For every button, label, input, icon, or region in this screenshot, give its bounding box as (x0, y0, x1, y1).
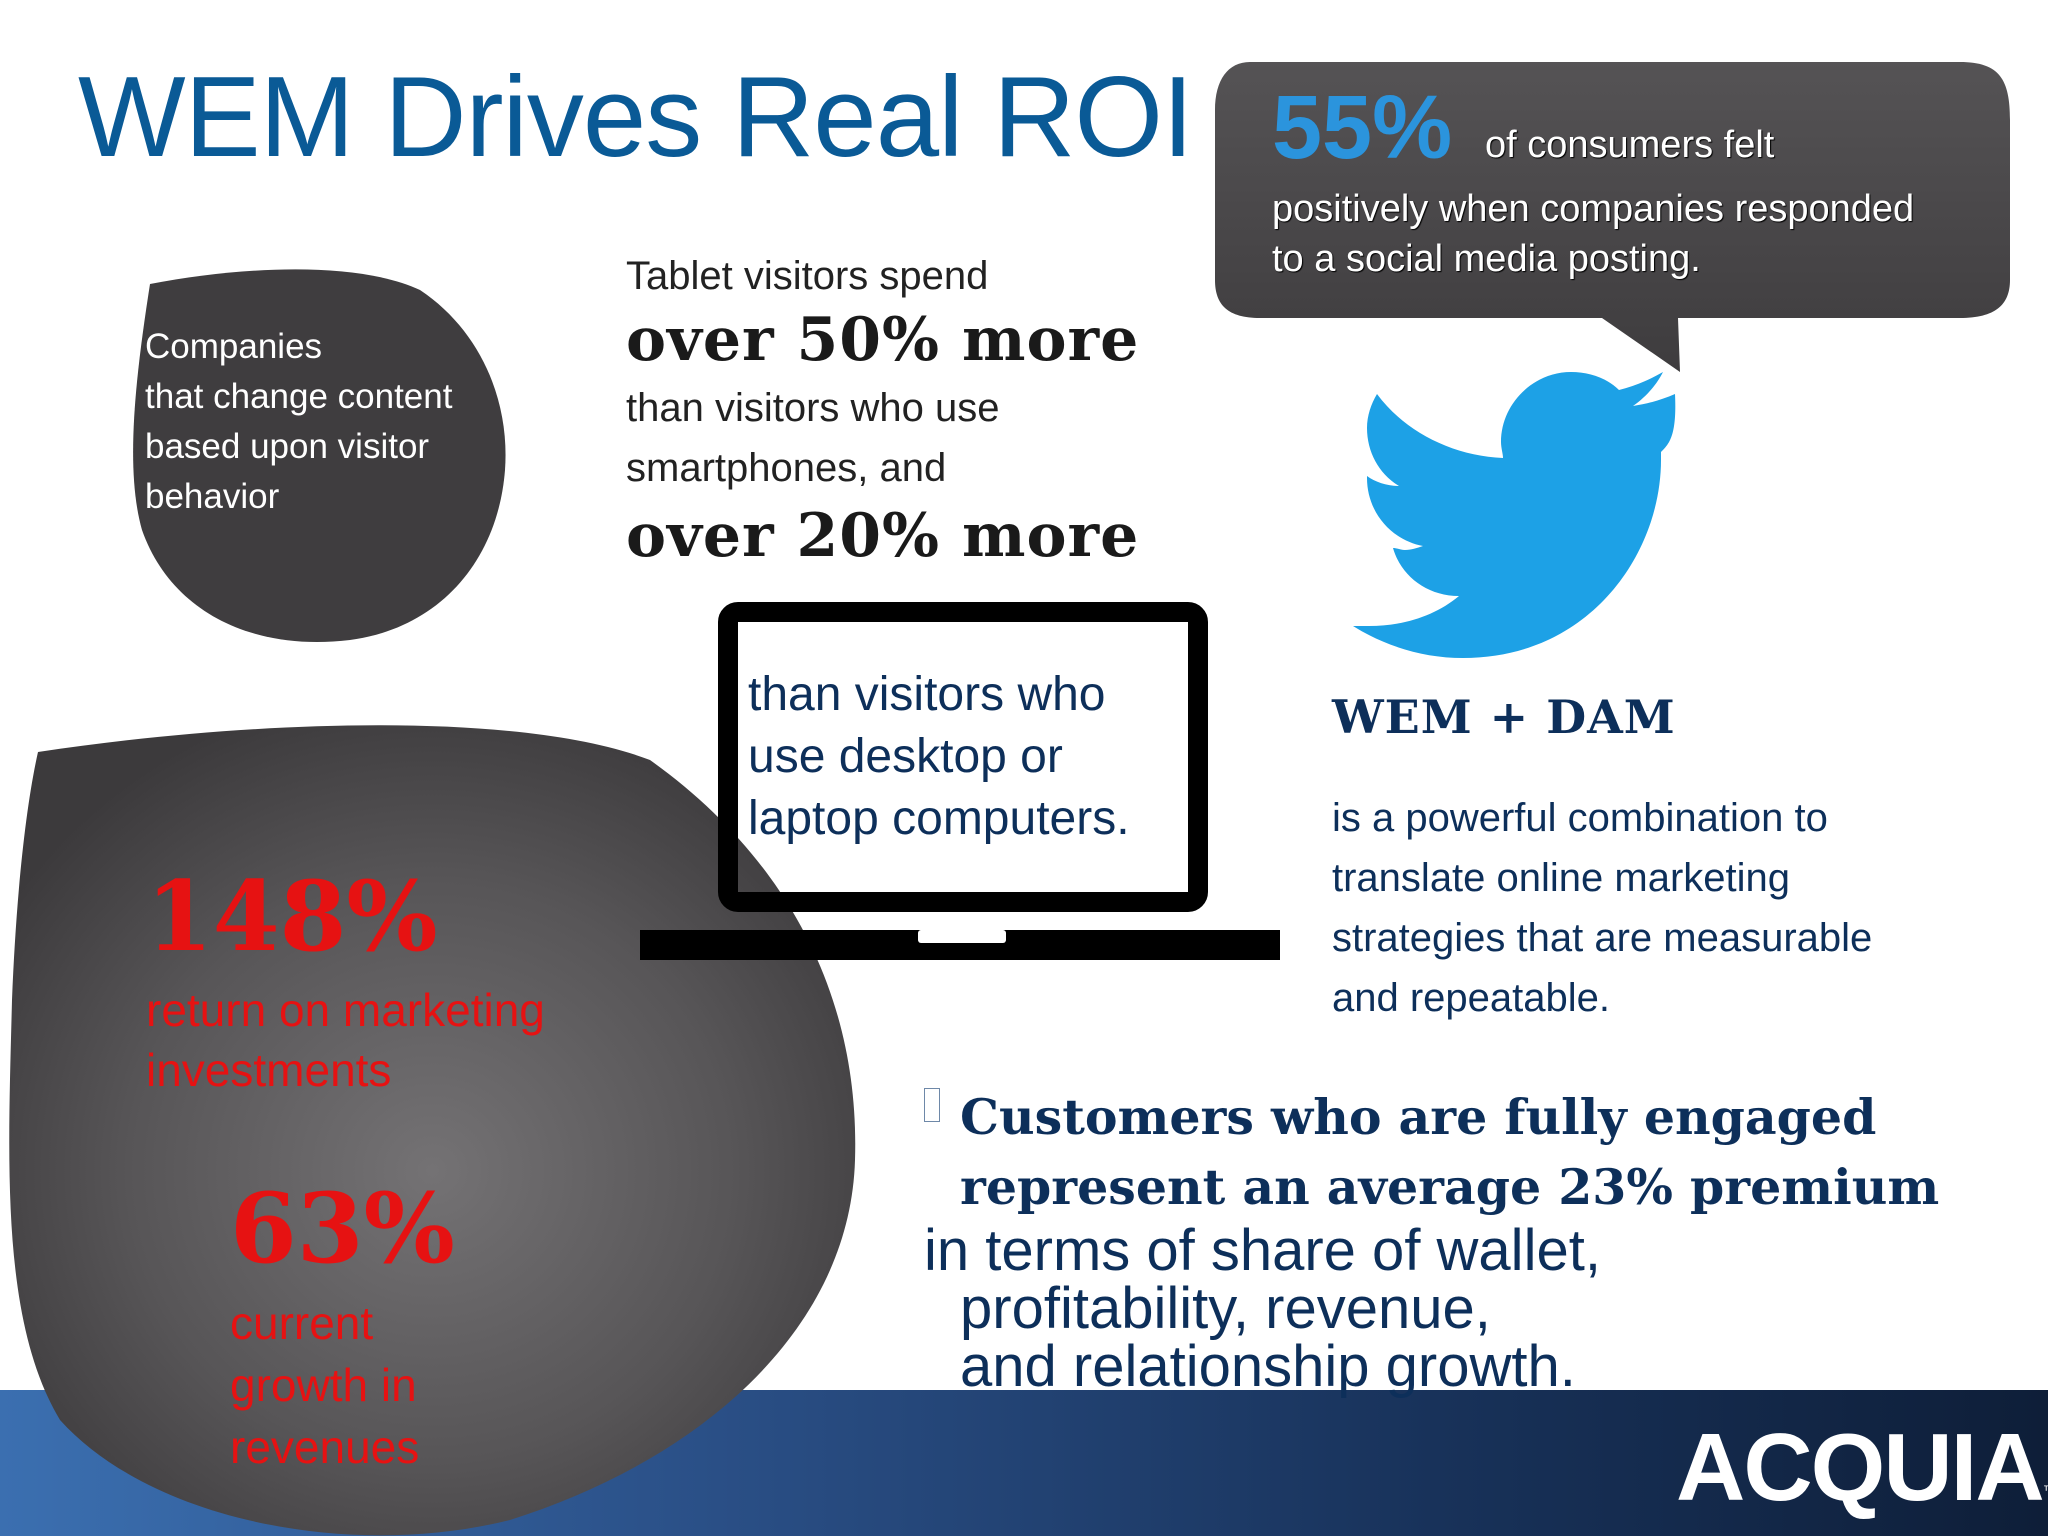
page-title: WEM Drives Real ROI (78, 54, 1194, 181)
logo-text: ACQUIA (1676, 1414, 2045, 1521)
customers-bold-line: Customers who are fully engaged (960, 1088, 1877, 1146)
bubble-line: positively when companies responded (1272, 188, 1915, 230)
wem-dam-line: is a powerful combination to (1332, 796, 1828, 840)
speech-bubble-shape (1215, 62, 2010, 372)
laptop-icon (640, 602, 1280, 960)
laptop-line: laptop computers. (748, 792, 1130, 845)
bubble-line: to a social media posting. (1272, 238, 1701, 280)
stat-63-value: 63% (230, 1172, 455, 1285)
stat-148-label-line: return on marketing (146, 984, 545, 1036)
small-blob-line: behavior (145, 477, 280, 516)
tablet-mid-line: than visitors who use (626, 386, 1000, 430)
tablet-big-stat-2: over 20% more (626, 501, 1140, 571)
customers-block: Customers who are fully engaged represen… (924, 1082, 1984, 1396)
customers-bold-line: represent an average 23% premium (960, 1158, 1940, 1216)
small-blob-line: that change content (145, 377, 453, 416)
laptop-line: than visitors who (748, 668, 1106, 721)
laptop-line: use desktop or (748, 730, 1063, 783)
wem-dam-title: WEM + DAM (1332, 690, 1676, 744)
bullet-box-icon (924, 1088, 940, 1122)
stat-63-label: current growth in revenues (230, 1292, 490, 1478)
stat-63-label-line: revenues (230, 1421, 420, 1473)
tablet-big-stat-1: over 50% more (626, 305, 1140, 375)
wem-dam-line: and repeatable. (1332, 976, 1611, 1020)
wem-dam-body: is a powerful combination to translate o… (1332, 788, 1972, 1028)
customers-line: in terms of share of wallet, (924, 1218, 1601, 1283)
customers-line: profitability, revenue, (960, 1276, 1491, 1341)
bubble-stat: 55% (1272, 78, 1453, 178)
tablet-mid-line: smartphones, and (626, 446, 947, 490)
stat-63-label-line: current (230, 1297, 374, 1349)
bubble-lead: of consumers felt (1485, 124, 1775, 166)
small-blob (133, 269, 506, 643)
tablet-intro: Tablet visitors spend (626, 254, 989, 298)
small-blob-line: Companies (145, 327, 323, 366)
big-blob (9, 725, 856, 1536)
stat-148-label-line: investments (146, 1044, 392, 1096)
small-blob-text: Companies that change content based upon… (145, 322, 485, 522)
laptop-screen-text: than visitors who use desktop or laptop … (748, 664, 1208, 850)
wem-dam-line: translate online marketing (1332, 856, 1791, 900)
tablet-stat-block: Tablet visitors spend over 50% more than… (626, 250, 1186, 574)
acquia-logo: ACQUIA™ (1676, 1418, 2048, 1518)
bubble-body: positively when companies responded to a… (1272, 184, 1992, 284)
logo-trademark: ™ (2043, 1482, 2048, 1498)
stat-148-label: return on marketing investments (146, 980, 626, 1100)
small-blob-line: based upon visitor (145, 427, 430, 466)
wem-dam-line: strategies that are measurable (1332, 916, 1873, 960)
customers-line: and relationship growth. (960, 1334, 1576, 1399)
twitter-bird-icon (1353, 372, 1676, 658)
stat-148-value: 148% (146, 860, 438, 973)
stat-63-label-line: growth in (230, 1359, 417, 1411)
